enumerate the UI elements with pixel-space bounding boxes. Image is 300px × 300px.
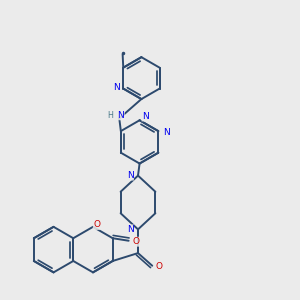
- Text: N: N: [127, 225, 134, 234]
- Text: N: N: [142, 112, 149, 121]
- Text: O: O: [132, 237, 139, 246]
- Text: N: N: [118, 111, 124, 120]
- Text: H: H: [107, 111, 113, 120]
- Text: O: O: [156, 262, 163, 272]
- Text: N: N: [127, 171, 134, 180]
- Text: N: N: [113, 83, 120, 92]
- Text: O: O: [93, 220, 100, 230]
- Text: N: N: [163, 128, 169, 136]
